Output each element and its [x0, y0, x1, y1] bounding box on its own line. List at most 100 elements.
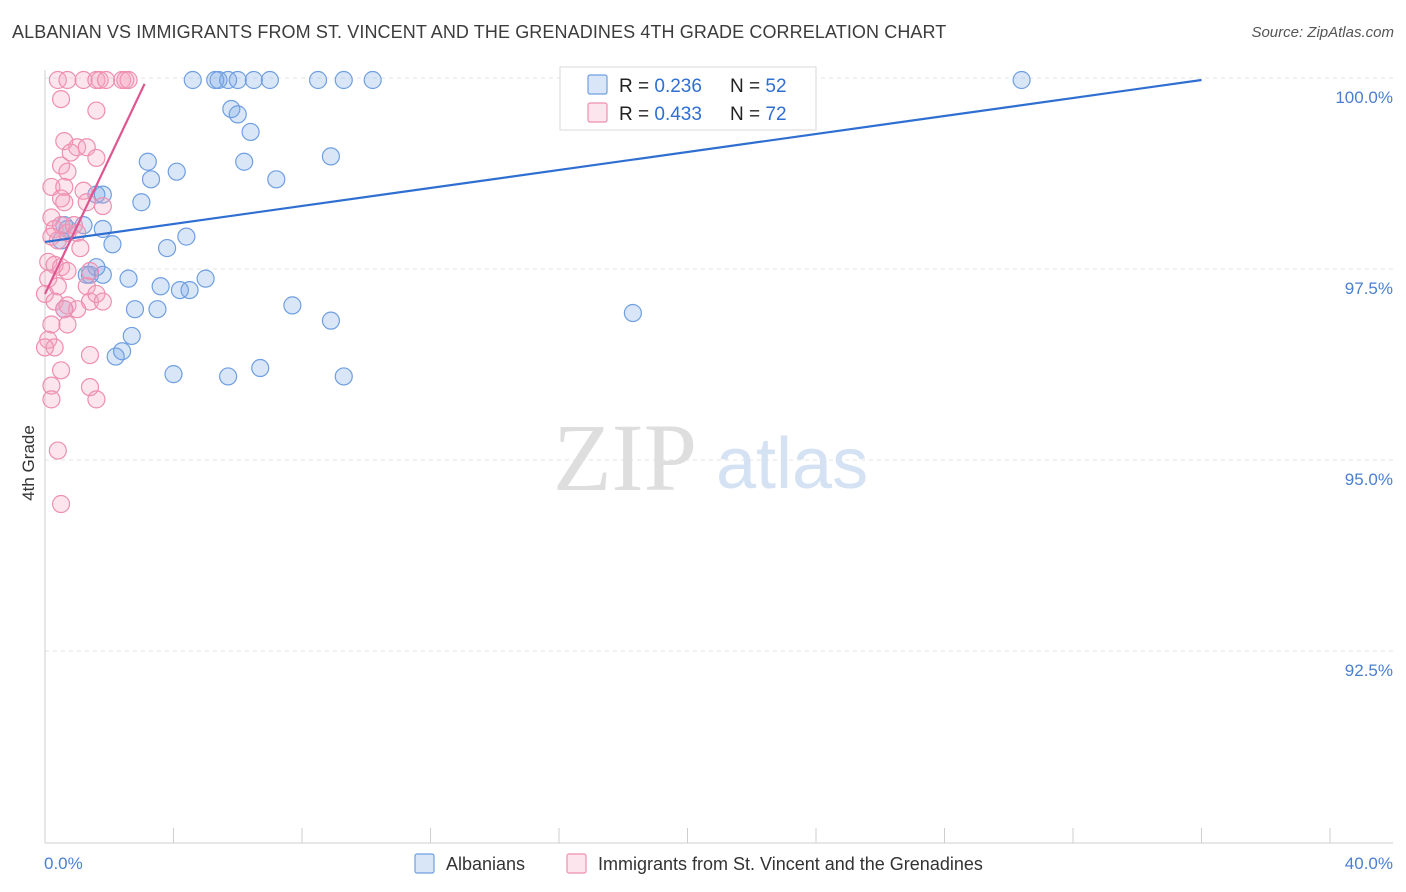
- svg-immigrants-point-38: [80, 261, 100, 281]
- stats-n-0: N = 52: [730, 76, 787, 97]
- legend-swatch-pink: [566, 853, 587, 874]
- albanians-point-9: [363, 70, 382, 90]
- svg-immigrants-point-24: [93, 196, 112, 216]
- bottom-legend: Albanians Immigrants from St. Vincent and…: [414, 853, 983, 874]
- svg-immigrants-point-47: [87, 284, 106, 304]
- stats-row-0: R = 0.236: [619, 76, 702, 97]
- legend-swatch-blue: [414, 853, 435, 874]
- albanians-point-41: [125, 300, 145, 319]
- albanians-point-12: [228, 105, 247, 124]
- y-axis-label: 4th Grade: [19, 425, 38, 501]
- r-label: R =: [619, 76, 654, 97]
- albanians-point-16: [138, 152, 157, 171]
- albanians-point-17: [167, 162, 186, 181]
- r-label: R =: [619, 104, 654, 125]
- n-label: N =: [730, 76, 765, 97]
- svg-immigrants-point-1: [58, 70, 77, 90]
- albanians-point-29: [157, 238, 177, 258]
- albanians-point-30: [103, 235, 122, 254]
- albanians-point-0: [183, 70, 202, 90]
- series-svg-immigrants: [35, 70, 138, 514]
- albanians-point-45: [623, 303, 642, 323]
- svg-immigrants-point-57: [42, 376, 61, 395]
- svg-immigrants-point-8: [119, 70, 138, 90]
- svg-immigrants-point-0: [48, 70, 67, 90]
- watermark-atlas: atlas: [716, 424, 868, 504]
- albanians-point-5: [244, 70, 263, 90]
- svg-immigrants-point-49: [55, 300, 74, 319]
- albanians-point-14: [321, 147, 341, 166]
- albanians-point-3: [219, 70, 238, 90]
- y-tick-label-2: 95.0%: [1345, 470, 1393, 489]
- albanians-point-35: [119, 269, 138, 288]
- albanians-point-49: [164, 365, 183, 384]
- albanians-point-19: [267, 170, 286, 189]
- stats-legend-box: R = 0.236 N = 52 R = 0.433 N = 72: [559, 66, 817, 131]
- svg-immigrants-point-55: [80, 345, 100, 365]
- n-value: 72: [765, 104, 786, 125]
- svg-immigrants-point-33: [71, 238, 90, 258]
- albanians-point-18: [141, 170, 161, 189]
- svg-immigrants-point-54: [35, 338, 55, 357]
- svg-immigrants-point-41: [77, 277, 96, 296]
- albanians-point-43: [283, 296, 302, 315]
- y-tick-label-0: 100.0%: [1335, 88, 1393, 107]
- x-tick-label-left: 0.0%: [44, 854, 83, 873]
- y-tick-label-3: 92.5%: [1345, 661, 1393, 680]
- albanians-point-13: [241, 122, 260, 142]
- svg-immigrants-point-10: [87, 101, 106, 120]
- r-value: 0.433: [654, 104, 702, 125]
- svg-immigrants-point-48: [93, 292, 112, 311]
- chart-title: ALBANIAN VS IMMIGRANTS FROM ST. VINCENT …: [12, 22, 947, 42]
- svg-immigrants-point-19: [55, 177, 74, 197]
- svg-immigrants-point-20: [74, 181, 93, 200]
- albanians-point-51: [251, 358, 270, 378]
- svg-immigrants-point-17: [58, 162, 77, 181]
- albanians-point-48: [106, 347, 125, 366]
- svg-immigrants-point-56: [51, 361, 71, 380]
- albanians-point-46: [122, 326, 141, 346]
- series-albanians: [51, 70, 1031, 386]
- svg-immigrants-point-59: [42, 390, 61, 409]
- x-tick-label-right: 40.0%: [1345, 854, 1393, 873]
- albanians-point-8: [334, 70, 353, 90]
- chart-source: Source: ZipAtlas.com: [1251, 24, 1394, 41]
- svg-immigrants-point-9: [51, 89, 71, 109]
- svg-immigrants-point-62: [51, 494, 71, 514]
- albanians-trend-line: [44, 78, 1202, 244]
- svg-immigrants-point-53: [45, 338, 64, 357]
- svg-immigrants-point-50: [42, 315, 61, 334]
- svg-immigrants-point-51: [58, 315, 77, 334]
- svg-immigrants-point-2: [74, 70, 93, 90]
- albanians-point-42: [148, 300, 167, 319]
- legend-label-1: Immigrants from St. Vincent and the Gren…: [598, 854, 983, 874]
- stats-row-1: R = 0.433: [619, 104, 702, 125]
- stats-swatch-pink: [587, 102, 608, 123]
- r-value: 0.236: [654, 76, 702, 97]
- svg-immigrants-trend-line: [44, 83, 146, 295]
- n-label: N =: [730, 104, 765, 125]
- svg-immigrants-point-46: [80, 292, 100, 311]
- albanians-point-28: [177, 227, 196, 246]
- albanians-point-6: [260, 70, 279, 90]
- svg-immigrants-point-4: [90, 70, 109, 90]
- albanians-point-37: [196, 269, 215, 288]
- albanians-point-50: [219, 367, 238, 386]
- albanians-point-52: [334, 367, 353, 386]
- svg-immigrants-point-5: [96, 70, 116, 90]
- svg-immigrants-point-60: [87, 390, 106, 409]
- stats-box-frame: [559, 66, 817, 131]
- albanians-point-38: [170, 281, 190, 300]
- albanians-point-36: [151, 277, 170, 296]
- albanians-point-39: [180, 281, 199, 300]
- albanians-point-15: [235, 152, 254, 171]
- n-value: 52: [765, 76, 786, 97]
- axes: [44, 70, 1393, 844]
- watermark-zip: ZIP: [553, 404, 697, 511]
- legend-label-0: Albanians: [446, 854, 525, 874]
- y-tick-label-1: 97.5%: [1345, 279, 1393, 298]
- watermark: ZIP atlas: [553, 404, 868, 511]
- svg-immigrants-point-14: [61, 143, 80, 162]
- svg-immigrants-point-15: [87, 148, 106, 168]
